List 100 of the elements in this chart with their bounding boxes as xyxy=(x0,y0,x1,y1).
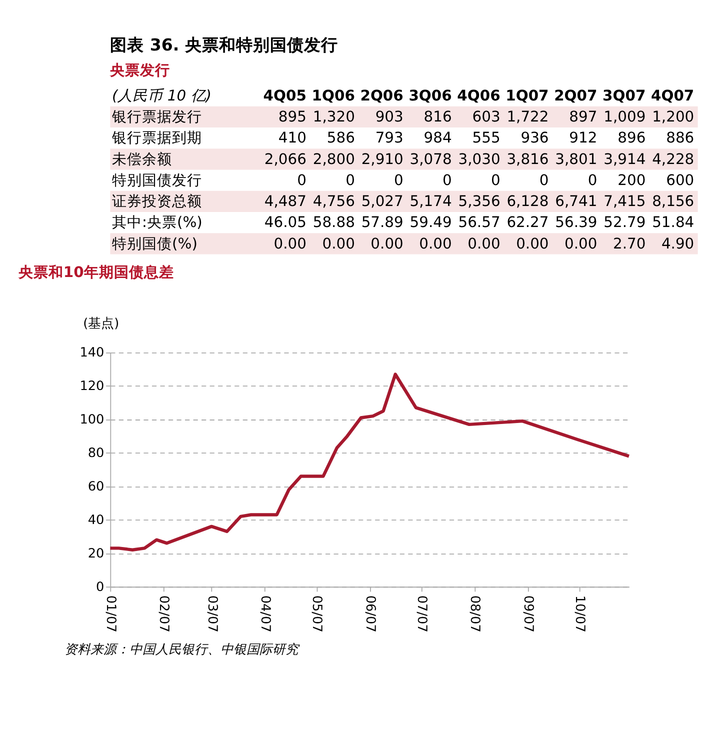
category-label: 证券投资总额 xyxy=(112,193,202,210)
text: 56.57 xyxy=(458,214,500,232)
x-tick-label: 09/07 xyxy=(520,595,536,632)
text: 4.90 xyxy=(661,235,694,252)
text: 8,156 xyxy=(652,193,694,210)
text: 0.00 xyxy=(564,235,598,252)
category-label: 其中:央票(%) xyxy=(112,214,202,232)
text: 0 xyxy=(394,172,404,189)
text: 59.49 xyxy=(410,214,452,232)
text: 56.39 xyxy=(555,214,598,232)
text: 57.89 xyxy=(361,214,404,232)
text: 图表 36. 央票和特别国债发行 xyxy=(110,35,338,54)
text: 886 xyxy=(666,130,694,147)
text: 58.88 xyxy=(312,214,355,232)
text: 896 xyxy=(618,130,646,147)
category-label: 2Q07 xyxy=(554,87,598,104)
text: 3,816 xyxy=(506,150,549,168)
text: 410 xyxy=(278,130,306,147)
text: 0 xyxy=(442,172,452,189)
y-tick-label: 20 xyxy=(88,546,104,562)
text: 0.00 xyxy=(419,235,452,252)
category-label: 4Q06 xyxy=(457,87,500,104)
chart-title: 央票和10年期国债息差 xyxy=(17,264,174,282)
y-tick-label: 60 xyxy=(88,479,104,494)
text: 912 xyxy=(569,130,598,147)
text: 936 xyxy=(520,130,549,147)
text: 2,800 xyxy=(312,150,355,168)
y-tick-label: 120 xyxy=(80,379,104,394)
text: 央票发行 xyxy=(109,62,170,80)
text: 0.00 xyxy=(468,235,500,252)
category-label: 特别国债(%) xyxy=(112,235,198,252)
category-label: 特别国债发行 xyxy=(112,172,202,189)
text: 0 xyxy=(297,172,306,189)
text: 0.00 xyxy=(370,235,404,252)
category-label: 未偿余额 xyxy=(112,150,172,168)
x-tick-label: 02/07 xyxy=(156,595,172,632)
text: 603 xyxy=(472,108,500,126)
text: 895 xyxy=(278,108,306,126)
text: 3,030 xyxy=(458,150,500,168)
x-tick-label: 05/07 xyxy=(309,595,324,632)
text: 2,910 xyxy=(361,150,404,168)
category-label: 4Q05 xyxy=(263,87,306,104)
x-tick-label: 07/07 xyxy=(414,595,429,632)
text: 0.00 xyxy=(274,235,306,252)
text: 793 xyxy=(375,130,404,147)
category-label: 3Q06 xyxy=(408,87,452,104)
category-label: 1Q06 xyxy=(312,87,355,104)
text: 62.27 xyxy=(506,214,549,232)
y-axis-title: (基点) xyxy=(83,316,120,332)
text: 7,415 xyxy=(604,193,646,210)
category-label: 4Q07 xyxy=(650,87,694,104)
text: 3,801 xyxy=(555,150,598,168)
text: 5,174 xyxy=(410,193,452,210)
text: 51.84 xyxy=(652,214,694,232)
text: (人民币 10 亿) xyxy=(112,87,212,104)
text: 0 xyxy=(490,172,500,189)
category-label: 银行票据发行 xyxy=(112,108,202,126)
text: 0 xyxy=(588,172,598,189)
text: 4,756 xyxy=(312,193,355,210)
text: 897 xyxy=(569,108,598,126)
text: 0 xyxy=(539,172,549,189)
text: 2.70 xyxy=(612,235,646,252)
x-tick-label: 10/07 xyxy=(572,595,587,632)
text: 3,078 xyxy=(410,150,452,168)
x-tick-label: 06/07 xyxy=(362,595,378,632)
category-label: 3Q07 xyxy=(602,87,646,104)
x-tick-label: 03/07 xyxy=(204,595,220,632)
text: 资料来源：中国人民银行、中银国际研究 xyxy=(64,642,300,658)
x-tick-label: 04/07 xyxy=(258,595,273,632)
text: 903 xyxy=(375,108,404,126)
text: 555 xyxy=(472,130,500,147)
text: 0.00 xyxy=(322,235,355,252)
text: 6,741 xyxy=(555,193,598,210)
text: 1,320 xyxy=(312,108,355,126)
y-tick-label: 80 xyxy=(88,446,104,461)
text: 2,066 xyxy=(264,150,306,168)
text: 1,722 xyxy=(506,108,549,126)
text: 46.05 xyxy=(264,214,306,232)
category-label: 1Q07 xyxy=(506,87,549,104)
category-label: 2Q06 xyxy=(360,87,404,104)
text: 816 xyxy=(424,108,452,126)
text: 984 xyxy=(424,130,452,147)
text: 0 xyxy=(346,172,355,189)
text: 4,487 xyxy=(264,193,306,210)
text: 600 xyxy=(666,172,694,189)
text: 0.00 xyxy=(516,235,549,252)
y-tick-label: 40 xyxy=(88,512,104,528)
y-tick-label: 100 xyxy=(80,412,104,428)
text: 1,009 xyxy=(604,108,646,126)
text: 4,228 xyxy=(652,150,694,168)
text: 52.79 xyxy=(604,214,646,232)
y-tick-label: 140 xyxy=(80,346,104,361)
category-label: 银行票据到期 xyxy=(112,130,202,147)
text: 586 xyxy=(326,130,355,147)
text: 5,027 xyxy=(361,193,404,210)
x-tick-label: 01/07 xyxy=(102,595,118,632)
text: 6,128 xyxy=(506,193,549,210)
line-series xyxy=(108,372,631,552)
y-tick-label: 0 xyxy=(96,580,104,595)
text: 200 xyxy=(618,172,646,189)
